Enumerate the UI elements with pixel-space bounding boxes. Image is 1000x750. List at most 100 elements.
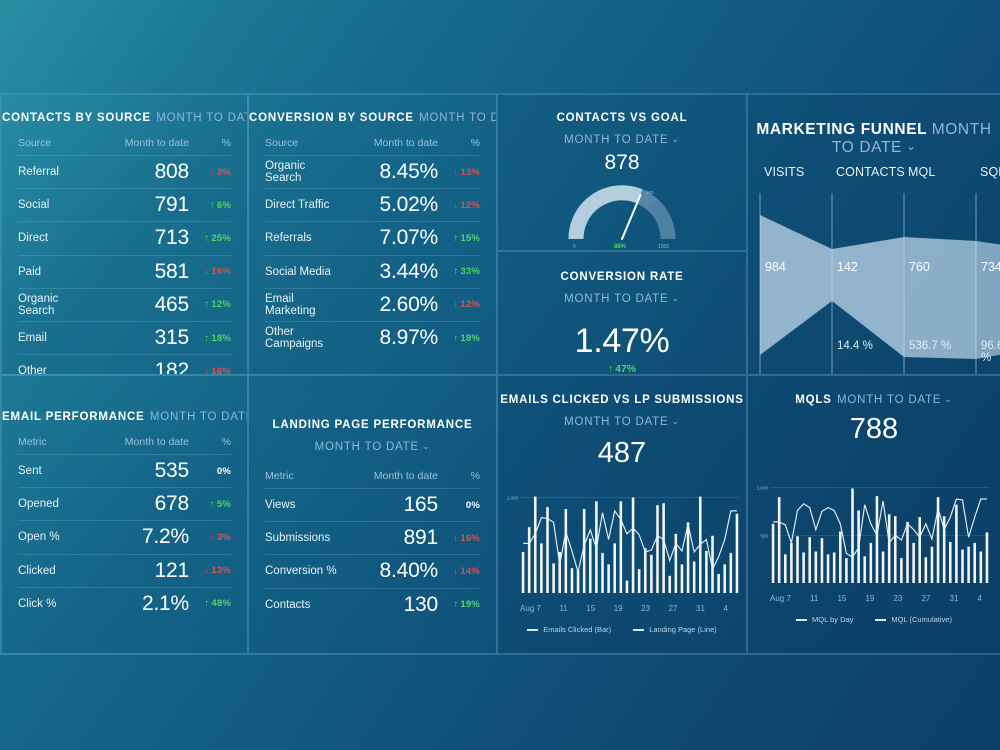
panel-period[interactable]: MONTH TO DATE xyxy=(419,112,496,124)
legend-item-bar[interactable]: Emails Clicked (Bar) xyxy=(527,625,611,634)
row-value: 808 xyxy=(154,160,190,184)
table-row[interactable]: Referral 808 ↓ 3% xyxy=(18,155,231,188)
table-row[interactable]: Social Media 3.44% ↑ 33% xyxy=(265,254,480,288)
panel-title: CONVERSION RATE xyxy=(560,271,684,283)
table-body: Organic Search 8.45% ↓ 13% Direct Traffic 5.0… xyxy=(265,155,480,354)
row-delta: ↑ 19% xyxy=(453,599,480,611)
row-delta: ↑ 25% xyxy=(204,232,231,244)
mqls-value: 788 xyxy=(849,413,899,445)
conversion-rate-delta: ↑ 47% xyxy=(498,363,746,374)
table-row[interactable]: Other Campaigns 8.97% ↑ 18% xyxy=(265,320,480,354)
table-row[interactable]: Opened 678 ↑ 5% xyxy=(18,487,231,520)
metric-table: Source Month to date % Referral 808 ↓ 3% Soc… xyxy=(2,137,247,376)
panel-period[interactable]: MONTH TO DATE xyxy=(836,394,942,406)
panel-landing-page-performance: LANDING PAGE PERFORMANCE MONTH TO DATE ⌄ … xyxy=(249,376,498,655)
chevron-down-icon[interactable]: ⌄ xyxy=(421,441,431,451)
column-header-pct: % xyxy=(470,137,480,149)
table-row[interactable]: Sent 535 0% xyxy=(18,454,231,487)
arrow-down-icon: ↓ xyxy=(453,565,459,577)
row-label: Email xyxy=(18,332,47,345)
gauge-min-label: 0 xyxy=(573,244,576,249)
xtick-3: 19 xyxy=(865,594,875,603)
legend-swatch-icon xyxy=(527,628,539,631)
row-value: 8.40% xyxy=(379,559,439,583)
chevron-down-icon[interactable]: ⌄ xyxy=(944,394,953,404)
panel-period-line: MONTH TO DATE ⌄ xyxy=(498,288,746,308)
arrow-up-icon: ↑ xyxy=(453,599,459,611)
table-row[interactable]: Submissions 891 ↓ 16% xyxy=(265,521,480,554)
column-header-pct: % xyxy=(470,470,480,482)
legend-label: Landing Page (Line) xyxy=(649,625,717,634)
row-value: 678 xyxy=(154,492,190,516)
table-row[interactable]: Open % 7.2% ↓ 3% xyxy=(18,520,231,553)
panel-header: EMAILS CLICKED VS LP SUBMISSIONS MONTH T… xyxy=(498,376,746,431)
row-value: 3.44% xyxy=(379,259,439,283)
table-header-row: Metric Month to date % xyxy=(265,470,480,488)
table-row[interactable]: Clicked 121 ↓ 13% xyxy=(18,553,231,587)
table-row[interactable]: Referrals 7.07% ↑ 15% xyxy=(265,221,480,254)
chevron-down-icon[interactable]: ⌄ xyxy=(671,416,680,426)
svg-text:500: 500 xyxy=(760,533,768,538)
gauge-target-label: 100 xyxy=(646,190,654,195)
table-row[interactable]: Other 182 ↓ 16% xyxy=(18,354,231,376)
panel-period[interactable]: MONTH TO DATE xyxy=(564,134,669,146)
table-row[interactable]: Views 165 0% xyxy=(265,488,480,521)
table-row[interactable]: Organic Search 8.45% ↓ 13% xyxy=(265,155,480,188)
chart-plot-area: 1,000 xyxy=(498,482,746,602)
arrow-down-icon: ↓ xyxy=(204,365,210,376)
row-delta: ↓ 3% xyxy=(209,166,231,178)
table-row[interactable]: Contacts 130 ↑ 19% xyxy=(265,587,480,621)
table-row[interactable]: Click % 2.1% ↑ 48% xyxy=(18,586,231,620)
row-label: Opened xyxy=(18,498,59,511)
chevron-down-icon[interactable]: ⌄ xyxy=(671,293,680,303)
arrow-up-icon: ↑ xyxy=(204,332,210,344)
column-header-metric: Metric xyxy=(18,436,47,448)
panel-period[interactable]: MONTH TO DATE xyxy=(564,293,669,305)
panel-period[interactable]: MONTH TO DATE xyxy=(314,441,419,453)
table-row[interactable]: Organic Search 465 ↑ 12% xyxy=(18,287,231,321)
arrow-down-icon: ↓ xyxy=(204,565,210,577)
panel-period[interactable]: MONTH TO DATE xyxy=(564,416,669,428)
row-value: 535 xyxy=(154,459,190,483)
table-row[interactable]: Conversion % 8.40% ↓ 14% xyxy=(265,554,480,587)
panel-contacts-vs-goal: CONTACTS VS GOAL MONTH TO DATE ⌄ 878 0 10… xyxy=(498,93,748,252)
xtick-1: 11 xyxy=(810,594,819,603)
legend-item-bar[interactable]: MQL by Day xyxy=(796,615,853,624)
panel-period[interactable]: MONTH TO DATE xyxy=(156,112,247,124)
table-row[interactable]: Email 315 ↑ 18% xyxy=(18,320,231,354)
table-row[interactable]: Email Marketing 2.60% ↓ 12% xyxy=(265,287,480,321)
column-header-value: Month to date xyxy=(373,137,438,149)
x-axis-labels: Aug 7 11 15 19 23 27 31 4 xyxy=(748,592,1000,603)
table-row[interactable]: Direct 713 ↑ 25% xyxy=(18,221,231,254)
arrow-down-icon: ↓ xyxy=(453,166,459,178)
panel-header: CONTACTS BY SOURCE MONTH TO DATE⌄ xyxy=(2,95,247,127)
panel-title: CONTACTS VS GOAL xyxy=(556,112,688,124)
xtick-6: 31 xyxy=(949,594,959,603)
table-row[interactable]: Paid 581 ↓ 16% xyxy=(18,254,231,288)
emails-vs-lp-chart-svg: 1,000 xyxy=(507,496,740,593)
panel-period-line: MONTH TO DATE ⌄ xyxy=(249,436,496,456)
column-header-pct: % xyxy=(221,436,231,448)
funnel-value-0: 984 xyxy=(765,260,786,274)
chevron-down-icon[interactable]: ⌄ xyxy=(906,139,917,153)
chevron-down-icon[interactable]: ⌄ xyxy=(671,134,680,144)
table-row[interactable]: Direct Traffic 5.02% ↓ 12% xyxy=(265,188,480,221)
panel-period-line: MONTH TO DATE ⌄ xyxy=(498,411,746,431)
chart-plot-area: 1,000 500 xyxy=(748,472,1000,592)
funnel-value-3: 734 xyxy=(981,260,1000,274)
row-delta: ↓ 12% xyxy=(453,199,480,211)
xtick-7: 4 xyxy=(723,604,728,613)
column-header-pct: % xyxy=(221,137,231,149)
panel-contacts-by-source: CONTACTS BY SOURCE MONTH TO DATE⌄ Source… xyxy=(0,93,249,376)
table-row[interactable]: Social 791 ↑ 6% xyxy=(18,188,231,221)
panel-period[interactable]: MONTH TO DATE xyxy=(149,411,249,423)
legend-item-line[interactable]: MQL (Cumulative) xyxy=(875,615,952,624)
funnel-pct-3: 96.6 % xyxy=(981,340,1000,364)
legend-item-line[interactable]: Landing Page (Line) xyxy=(633,625,717,634)
funnel-label-0: VISITS xyxy=(764,165,805,179)
column-header-value: Month to date xyxy=(124,436,189,448)
table-body: Referral 808 ↓ 3% Social 791 ↑ 6% Direct 713 ↑ 25% P… xyxy=(18,155,231,376)
panel-title: MARKETING FUNNEL xyxy=(756,121,928,138)
panel-period[interactable]: MONTH TO DATE xyxy=(831,121,992,156)
row-label: Conversion % xyxy=(265,565,337,578)
